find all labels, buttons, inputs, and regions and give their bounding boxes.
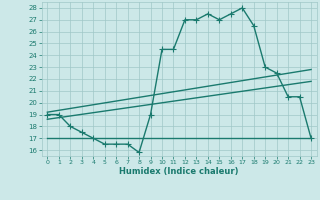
X-axis label: Humidex (Indice chaleur): Humidex (Indice chaleur)	[119, 167, 239, 176]
